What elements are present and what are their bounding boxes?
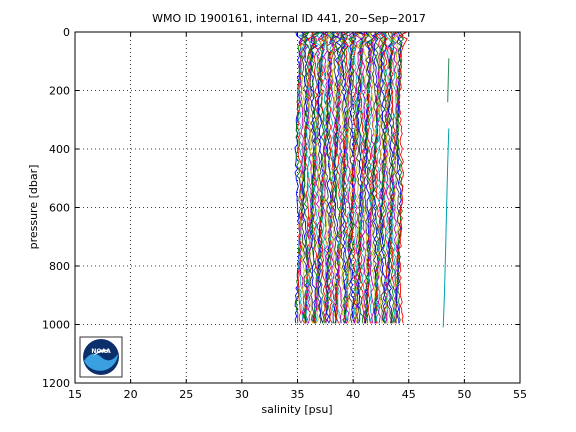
y-tick-label: 0 xyxy=(63,26,70,39)
salinity-profile-line xyxy=(317,31,328,324)
x-tick-label: 40 xyxy=(346,388,360,401)
salinity-profile-line xyxy=(318,31,328,324)
x-tick-label: 25 xyxy=(179,388,193,401)
outlier-lines xyxy=(442,58,450,328)
x-tick-label: 20 xyxy=(124,388,138,401)
salinity-profile-line xyxy=(347,31,358,324)
salinity-profile-line xyxy=(338,31,347,324)
salinity-profile-line xyxy=(307,31,318,324)
salinity-profile-line xyxy=(309,31,321,324)
salinity-profile-line xyxy=(326,31,337,324)
y-tick-label: 400 xyxy=(49,143,70,156)
salinity-profile-line xyxy=(305,31,316,324)
x-axis-ticks: 15 20 25 30 35 40 45 50 55 xyxy=(68,32,527,401)
salinity-profile-line xyxy=(358,31,367,324)
logo-wave xyxy=(84,353,118,371)
logo-text: NOAA xyxy=(91,348,111,355)
salinity-profile-line xyxy=(312,31,319,324)
salinity-profile-line xyxy=(379,31,387,324)
salinity-profile-line xyxy=(315,31,327,324)
y-tick-label: 600 xyxy=(49,202,70,215)
salinity-profile-line xyxy=(357,31,370,324)
noaa-logo: NOAA xyxy=(79,336,123,378)
outlier-profile-line xyxy=(442,128,450,328)
x-tick-label: 45 xyxy=(402,388,416,401)
salinity-profile-line xyxy=(392,31,400,324)
x-tick-label: 30 xyxy=(235,388,249,401)
salinity-profile-line xyxy=(397,31,408,324)
salinity-profile-line xyxy=(319,31,328,324)
x-axis-label: salinity [psu] xyxy=(261,403,332,416)
salinity-profile-line xyxy=(327,31,337,324)
salinity-profile-line xyxy=(368,31,376,324)
salinity-profile-line xyxy=(316,31,328,324)
outlier-profile-line xyxy=(447,58,450,103)
logo-gull xyxy=(93,349,110,356)
y-axis-ticks: 0 200 400 600 800 1000 1200 xyxy=(42,26,520,390)
salinity-profile-line xyxy=(387,31,400,324)
salinity-profile-line xyxy=(340,31,348,324)
salinity-profile-line xyxy=(355,31,366,324)
salinity-profile-line xyxy=(347,31,358,324)
x-tick-label: 50 xyxy=(457,388,471,401)
x-tick-label: 15 xyxy=(68,388,82,401)
salinity-profile-line xyxy=(300,31,308,324)
salinity-profile-line xyxy=(361,31,369,324)
salinity-profile-line xyxy=(295,31,307,324)
salinity-profile-line xyxy=(386,31,394,324)
x-tick-label: 35 xyxy=(291,388,305,401)
y-tick-label: 800 xyxy=(49,260,70,273)
salinity-profile-line xyxy=(334,32,343,324)
chart-title: WMO ID 1900161, internal ID 441, 20−Sep−… xyxy=(152,12,426,25)
salinity-profile-line xyxy=(337,31,347,324)
y-tick-label: 200 xyxy=(49,85,70,98)
salinity-profile-line xyxy=(330,31,338,324)
profile-lines xyxy=(294,31,408,324)
x-tick-label: 55 xyxy=(513,388,527,401)
salinity-profile-line xyxy=(297,31,309,324)
y-tick-label: 1200 xyxy=(42,377,70,390)
y-tick-label: 1000 xyxy=(42,319,70,332)
salinity-profile-line xyxy=(332,31,343,324)
y-axis-label: pressure [dbar] xyxy=(27,165,40,250)
salinity-profile-line xyxy=(309,31,319,324)
grid-lines xyxy=(75,32,520,383)
